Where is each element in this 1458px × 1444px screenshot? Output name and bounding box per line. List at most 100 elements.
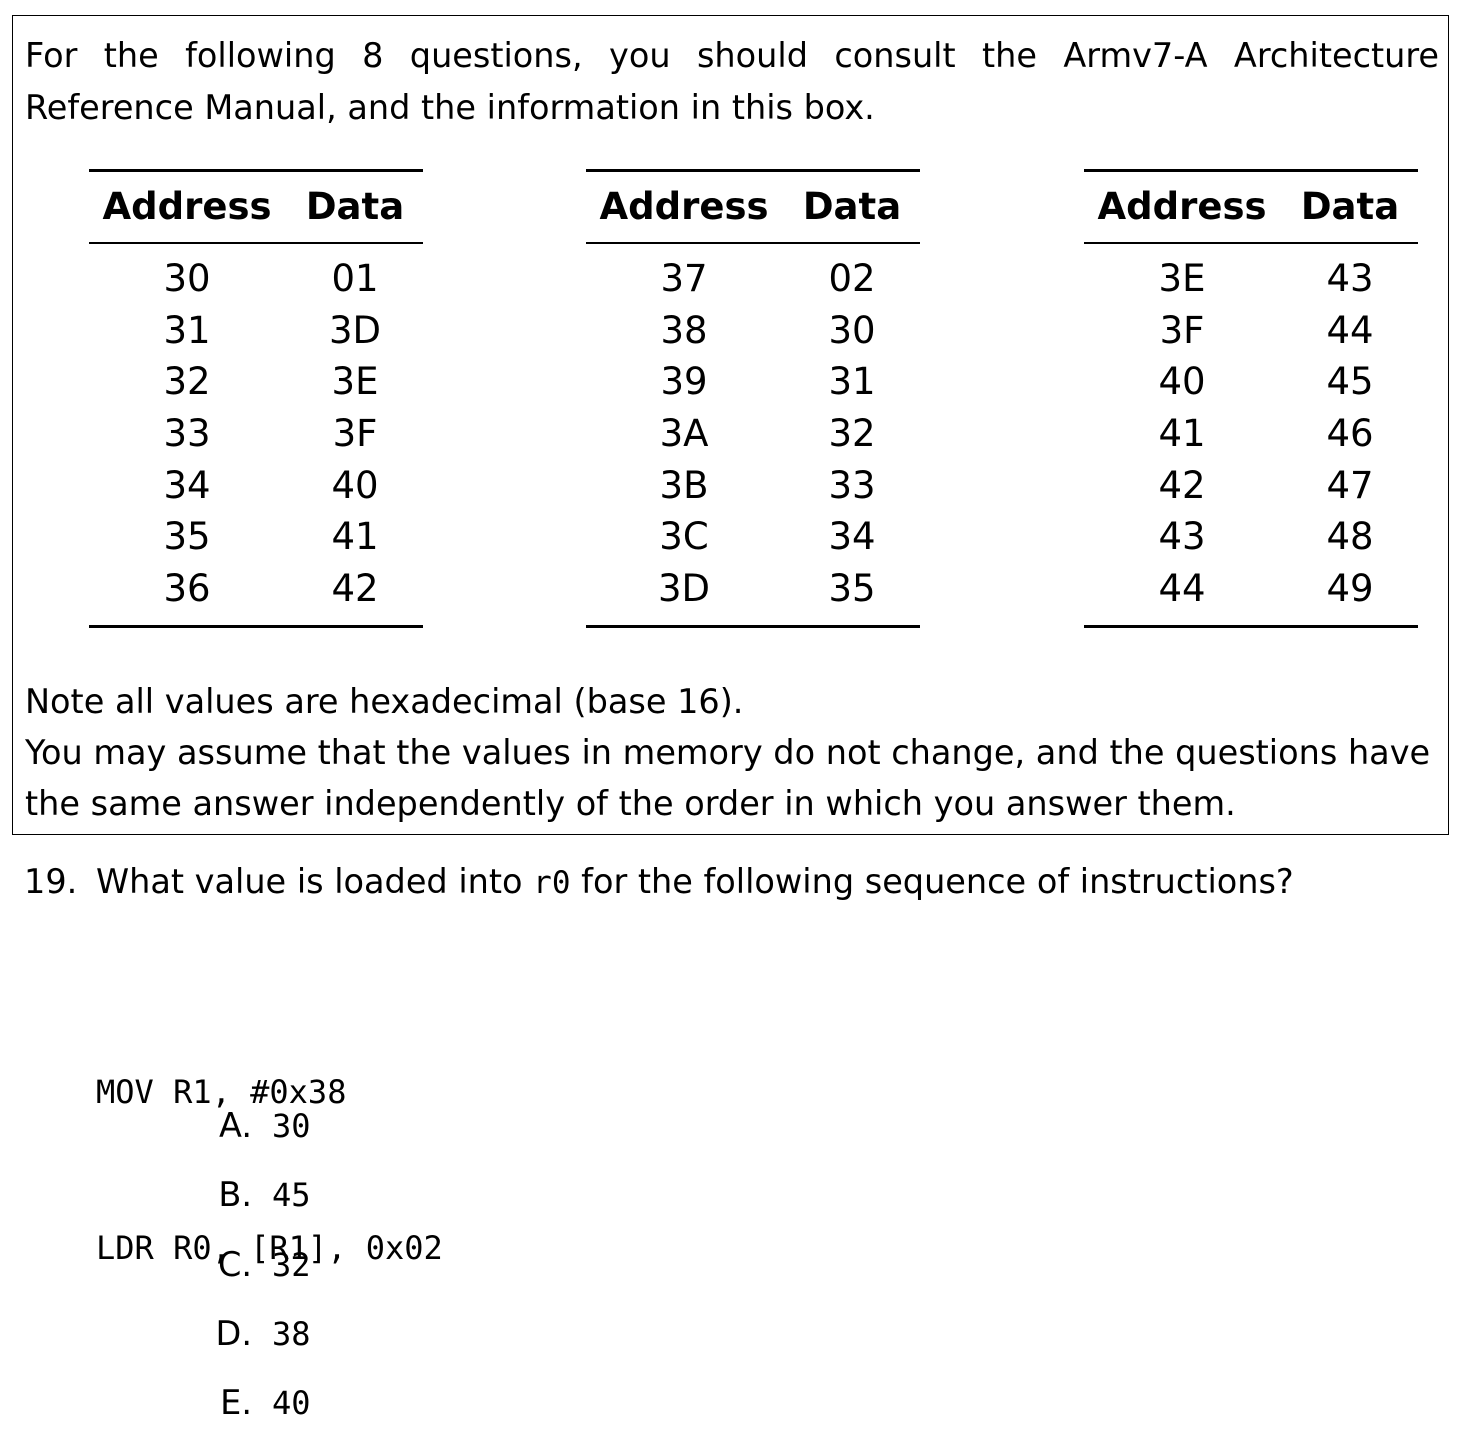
- address-cell: 40: [1158, 360, 1206, 404]
- table-row: 41 46: [1084, 408, 1418, 460]
- option-letter: D.: [215, 1313, 252, 1353]
- data-header: Data: [1300, 185, 1400, 228]
- note-line: Note all values are hexadecimal (base 16…: [25, 682, 744, 721]
- table-row: 30 01: [89, 253, 423, 305]
- data-cell: 41: [331, 515, 379, 559]
- data-cell: 32: [828, 412, 876, 456]
- data-cell: 31: [828, 360, 876, 404]
- question-number: 19.: [24, 862, 78, 901]
- option-letter: B.: [218, 1175, 252, 1215]
- table-row: 3A 32: [586, 408, 920, 460]
- address-cell: 32: [163, 360, 211, 404]
- address-cell: 3E: [1158, 257, 1206, 300]
- data-cell: 44: [1326, 308, 1374, 352]
- option-letter: A.: [219, 1106, 252, 1145]
- table-body: 3E 43 3F 44 40 45 41 46 42 47 43 48 44 49: [1084, 253, 1418, 615]
- option-a[interactable]: A. 30: [196, 1098, 311, 1167]
- question-text-before: What value is loaded into: [96, 862, 534, 901]
- data-cell: 33: [828, 463, 876, 507]
- option-c[interactable]: C. 32: [196, 1237, 311, 1306]
- data-cell: 30: [828, 308, 876, 352]
- option-letter: E.: [220, 1383, 252, 1423]
- question-text-after: for the following sequence of instructio…: [570, 862, 1294, 901]
- option-value: 38: [272, 1314, 311, 1353]
- table-header-rule: [1084, 242, 1418, 244]
- table-row: 35 41: [89, 511, 423, 563]
- table-top-rule: [89, 169, 423, 172]
- table-row: 40 45: [1084, 356, 1418, 408]
- table-row: 3E 43: [1084, 253, 1418, 305]
- code-line: LDR R0, [R1], 0x02: [96, 1229, 443, 1267]
- option-b[interactable]: B. 45: [196, 1167, 311, 1236]
- table-row: 44 49: [1084, 563, 1418, 615]
- code-block: MOV R1, #0x38 LDR R0, [R1], 0x02: [96, 962, 443, 1326]
- data-header: Data: [305, 185, 405, 228]
- answer-options: A. 30 B. 45 C. 32 D. 38 E. 40: [196, 1098, 311, 1444]
- address-cell: 44: [1158, 567, 1206, 611]
- address-cell: 3C: [659, 515, 709, 559]
- option-value: 40: [272, 1384, 311, 1423]
- address-cell: 42: [1158, 463, 1206, 507]
- table-top-rule: [586, 169, 920, 172]
- data-cell: 46: [1326, 412, 1374, 456]
- data-cell: 34: [828, 515, 876, 559]
- code-line: MOV R1, #0x38: [96, 1073, 347, 1111]
- table-header-rule: [89, 242, 423, 244]
- address-cell: 3B: [659, 463, 709, 507]
- address-header: Address: [102, 185, 272, 228]
- address-cell: 3A: [659, 412, 709, 456]
- address-cell: 38: [660, 308, 708, 352]
- note-line: You may assume that the values in memory…: [25, 733, 1431, 772]
- data-cell: 3E: [331, 360, 379, 404]
- data-cell: 49: [1326, 567, 1374, 611]
- option-value: 45: [272, 1176, 311, 1215]
- data-cell: 43: [1326, 257, 1374, 300]
- address-cell: 33: [163, 412, 211, 456]
- option-value: 32: [272, 1245, 311, 1284]
- table-bottom-rule: [1084, 625, 1418, 628]
- option-e[interactable]: E. 40: [196, 1375, 311, 1444]
- address-cell: 31: [163, 308, 211, 352]
- table-row: 37 02: [586, 253, 920, 305]
- table-header-rule: [586, 242, 920, 244]
- question-stem: 19. What value is loaded into r0 for the …: [24, 856, 1294, 909]
- data-cell: 40: [331, 463, 379, 507]
- info-box: For the following 8 questions, you shoul…: [12, 15, 1449, 835]
- data-cell: 3F: [332, 412, 378, 456]
- table-row: 3C 34: [586, 511, 920, 563]
- table-row: 34 40: [89, 460, 423, 512]
- address-cell: 3D: [657, 567, 711, 611]
- address-cell: 30: [163, 257, 211, 300]
- table-row: 43 48: [1084, 511, 1418, 563]
- data-cell: 45: [1326, 360, 1374, 404]
- table-top-rule: [1084, 169, 1418, 172]
- table-bottom-rule: [89, 625, 423, 628]
- address-header: Address: [599, 185, 769, 228]
- data-cell: 47: [1326, 463, 1374, 507]
- table-row: 3F 44: [1084, 305, 1418, 357]
- address-cell: 37: [660, 257, 708, 300]
- address-cell: 41: [1158, 412, 1206, 456]
- table-row: 33 3F: [89, 408, 423, 460]
- data-cell: 01: [331, 257, 379, 300]
- option-letter: C.: [217, 1244, 252, 1284]
- table-row: 38 30: [586, 305, 920, 357]
- table-row: 36 42: [89, 563, 423, 615]
- register-name: r0: [533, 865, 571, 901]
- note-line: the same answer independently of the ord…: [25, 784, 1236, 823]
- table-row: 3B 33: [586, 460, 920, 512]
- data-cell: 02: [828, 257, 876, 300]
- table-bottom-rule: [586, 625, 920, 628]
- table-body: 37 02 38 30 39 31 3A 32 3B 33 3C 34 3D 35: [586, 253, 920, 615]
- data-header: Data: [802, 185, 902, 228]
- address-cell: 3F: [1159, 308, 1205, 352]
- address-cell: 43: [1158, 515, 1206, 559]
- table-row: 42 47: [1084, 460, 1418, 512]
- option-d[interactable]: D. 38: [196, 1306, 311, 1375]
- address-cell: 39: [660, 360, 708, 404]
- table-body: 30 01 31 3D 32 3E 33 3F 34 40 35 41 36 42: [89, 253, 423, 615]
- address-cell: 35: [163, 515, 211, 559]
- data-cell: 35: [828, 567, 876, 611]
- note-text: Note all values are hexadecimal (base 16…: [25, 676, 1445, 829]
- table-row: 31 3D: [89, 305, 423, 357]
